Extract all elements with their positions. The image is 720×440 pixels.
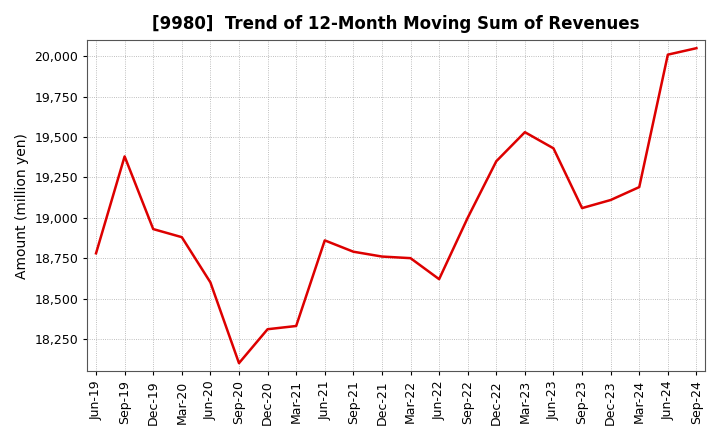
- Title: [9980]  Trend of 12-Month Moving Sum of Revenues: [9980] Trend of 12-Month Moving Sum of R…: [153, 15, 640, 33]
- Y-axis label: Amount (million yen): Amount (million yen): [15, 133, 29, 279]
